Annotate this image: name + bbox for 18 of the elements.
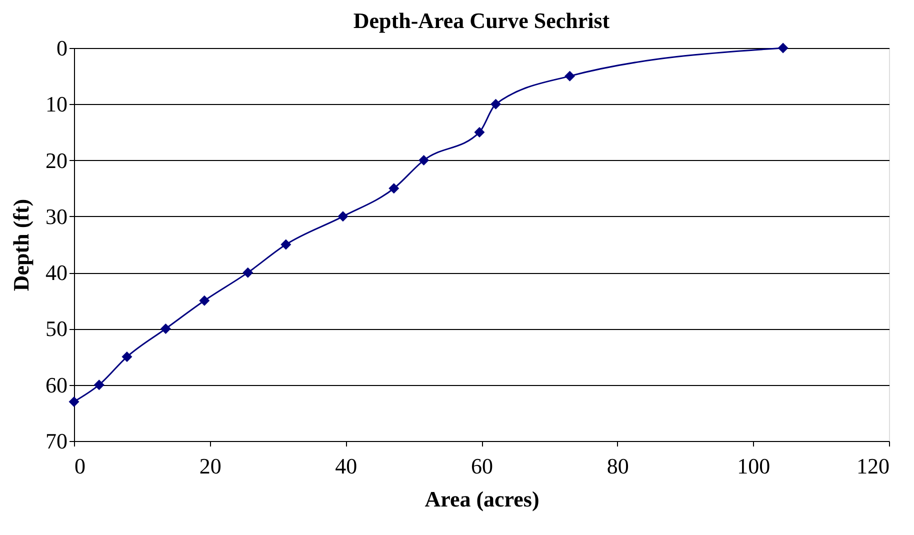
x-tick-label: 100 bbox=[737, 454, 770, 478]
x-tick-label: 60 bbox=[471, 454, 493, 478]
y-axis-title: Depth (ft) bbox=[8, 198, 34, 292]
y-tick-label: 40 bbox=[46, 260, 68, 286]
y-tick-label: 70 bbox=[46, 428, 68, 454]
y-tick-label: 20 bbox=[46, 148, 68, 173]
x-tick-label: 20 bbox=[199, 454, 222, 478]
y-tick-label: 60 bbox=[46, 372, 68, 398]
x-tick-label: 80 bbox=[606, 454, 629, 478]
y-tick-label: 0 bbox=[56, 36, 68, 60]
x-tick-label: 120 bbox=[856, 454, 890, 478]
x-tick-label: 40 bbox=[335, 454, 358, 478]
x-tick-label: 0 bbox=[74, 454, 86, 478]
y-tick-label: 50 bbox=[46, 316, 68, 342]
x-axis-title: Area (acres) bbox=[424, 486, 540, 512]
y-tick-label: 10 bbox=[46, 92, 68, 117]
chart-title: Depth-Area Curve Sechrist bbox=[353, 8, 610, 33]
y-tick-label: 30 bbox=[46, 204, 68, 229]
